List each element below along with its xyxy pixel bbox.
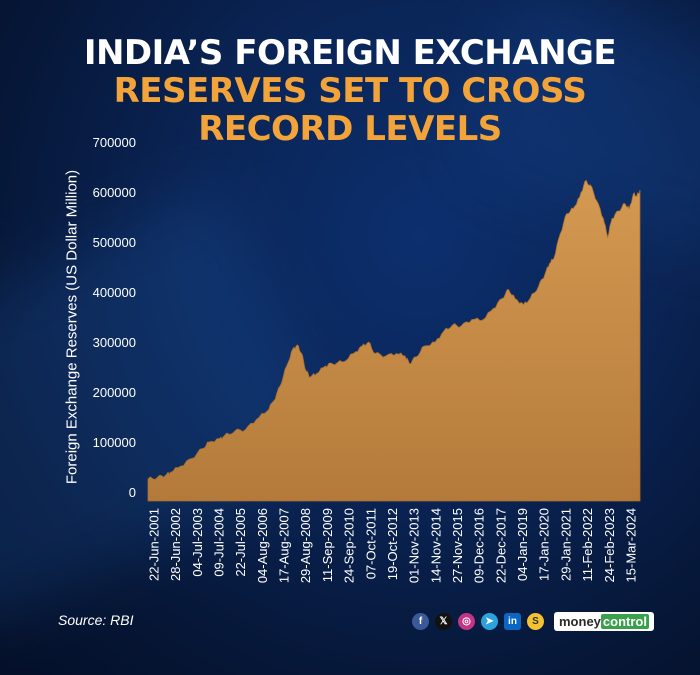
x-tick-label: 29-Aug-2008 [298,508,313,583]
moneycontrol-logo: money control [554,612,654,631]
title-line-1: INDIA’S FOREIGN EXCHANGE [83,33,617,73]
linkedin-icon[interactable]: in [504,613,521,630]
y-tick-label: 100000 [93,435,136,450]
x-tick-label: 07-Oct-2011 [363,508,378,579]
social-bar: f 𝕏 ◎ ➤ in S money control [412,612,654,631]
x-tick-label: 19-Oct-2012 [385,508,400,580]
y-tick-label: 500000 [93,235,136,250]
y-tick-label: 300000 [93,335,136,350]
brand-part-money: money [559,614,601,629]
y-tick-label: 400000 [93,285,136,300]
y-tick-label: 200000 [93,385,136,400]
brand-part-control: control [600,614,649,629]
x-tick-label: 24-Feb-2023 [602,508,617,582]
x-tick-label: 27-Nov-2015 [450,508,465,583]
title-line-3: RECORD LEVELS [198,109,502,149]
x-tick-label: 11-Feb-2022 [580,508,595,581]
facebook-icon[interactable]: f [412,613,429,630]
x-tick-label: 22-Jul-2005 [233,508,248,577]
x-tick-label: 04-Jan-2019 [515,508,530,581]
x-tick-label: 24-Sep-2010 [342,508,357,583]
x-tick-label: 17-Jan-2020 [537,508,552,581]
x-tick-label: 09-Dec-2016 [472,508,487,583]
x-tick-label: 28-Jun-2002 [168,508,183,581]
sharechat-icon[interactable]: S [527,613,544,630]
source-note: Source: RBI [58,612,134,628]
title-line-2: RESERVES SET TO CROSS [113,71,587,111]
y-tick-label: 700000 [93,135,136,150]
x-tick-label: 04-Jul-2003 [190,508,205,577]
x-tick-label: 17-Aug-2007 [277,508,292,583]
x-tick-label: 11-Sep-2009 [320,508,335,582]
x-tick-label: 15-Mar-2024 [623,508,638,582]
telegram-icon[interactable]: ➤ [481,613,498,630]
x-tick-label: 22-Dec-2017 [493,508,508,583]
series-area-forex-reserves [147,179,641,502]
y-tick-label: 0 [129,485,136,500]
y-tick-label: 600000 [93,185,136,200]
x-tick-label: 29-Jan-2021 [558,508,573,581]
x-tick-label: 14-Nov-2014 [428,508,443,583]
x-icon[interactable]: 𝕏 [435,613,452,630]
x-tick-label: 04-Aug-2006 [255,508,270,583]
instagram-icon[interactable]: ◎ [458,613,475,630]
x-tick-label: 09-Jul-2004 [211,508,226,577]
x-tick-label: 22-Jun-2001 [146,508,161,581]
x-tick-label: 01-Nov-2013 [407,508,422,583]
